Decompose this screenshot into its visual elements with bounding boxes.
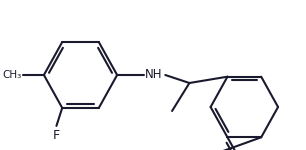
Text: CH₃: CH₃ bbox=[2, 70, 21, 80]
Text: NH: NH bbox=[145, 69, 162, 81]
Text: F: F bbox=[53, 129, 60, 142]
